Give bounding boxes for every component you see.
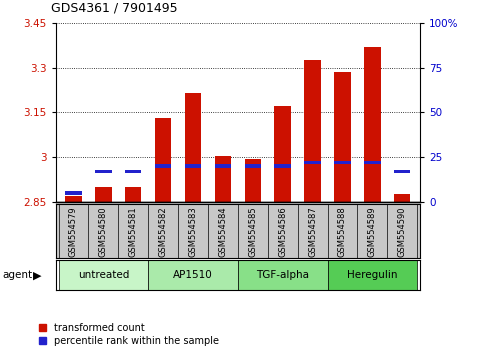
Text: GSM554585: GSM554585: [248, 206, 257, 257]
Legend: transformed count, percentile rank within the sample: transformed count, percentile rank withi…: [39, 323, 219, 346]
Bar: [394, 194, 411, 202]
Bar: [65, 196, 82, 202]
Text: Heregulin: Heregulin: [347, 270, 398, 280]
Bar: [58, 260, 148, 290]
Bar: [304, 161, 321, 164]
Text: GSM554579: GSM554579: [69, 206, 78, 257]
Bar: [244, 159, 261, 202]
Bar: [327, 260, 417, 290]
Text: GSM554583: GSM554583: [188, 206, 198, 257]
Text: GSM554587: GSM554587: [308, 206, 317, 257]
Text: GSM554581: GSM554581: [129, 206, 138, 257]
Bar: [185, 93, 201, 202]
Bar: [185, 164, 201, 168]
Bar: [334, 72, 351, 202]
Bar: [155, 164, 171, 168]
Bar: [215, 164, 231, 168]
Bar: [95, 187, 112, 202]
Text: agent: agent: [2, 270, 32, 280]
Text: GSM554590: GSM554590: [398, 206, 407, 257]
Bar: [125, 187, 142, 202]
Text: GSM554588: GSM554588: [338, 206, 347, 257]
Bar: [334, 161, 351, 164]
Bar: [364, 161, 381, 164]
Bar: [244, 164, 261, 168]
Text: untreated: untreated: [78, 270, 129, 280]
Text: GSM554589: GSM554589: [368, 206, 377, 257]
Text: TGF-alpha: TGF-alpha: [256, 270, 309, 280]
Text: ▶: ▶: [33, 270, 42, 280]
Bar: [304, 60, 321, 202]
Text: GSM554584: GSM554584: [218, 206, 227, 257]
Bar: [215, 156, 231, 202]
Bar: [364, 47, 381, 202]
Bar: [95, 170, 112, 173]
Bar: [274, 107, 291, 202]
Bar: [274, 164, 291, 168]
Bar: [155, 118, 171, 202]
Bar: [238, 260, 327, 290]
Text: AP1510: AP1510: [173, 270, 213, 280]
Bar: [65, 191, 82, 195]
Text: GDS4361 / 7901495: GDS4361 / 7901495: [51, 1, 177, 14]
Text: GSM554582: GSM554582: [158, 206, 168, 257]
Bar: [148, 260, 238, 290]
Text: GSM554580: GSM554580: [99, 206, 108, 257]
Text: GSM554586: GSM554586: [278, 206, 287, 257]
Bar: [125, 170, 142, 173]
Bar: [394, 170, 411, 173]
